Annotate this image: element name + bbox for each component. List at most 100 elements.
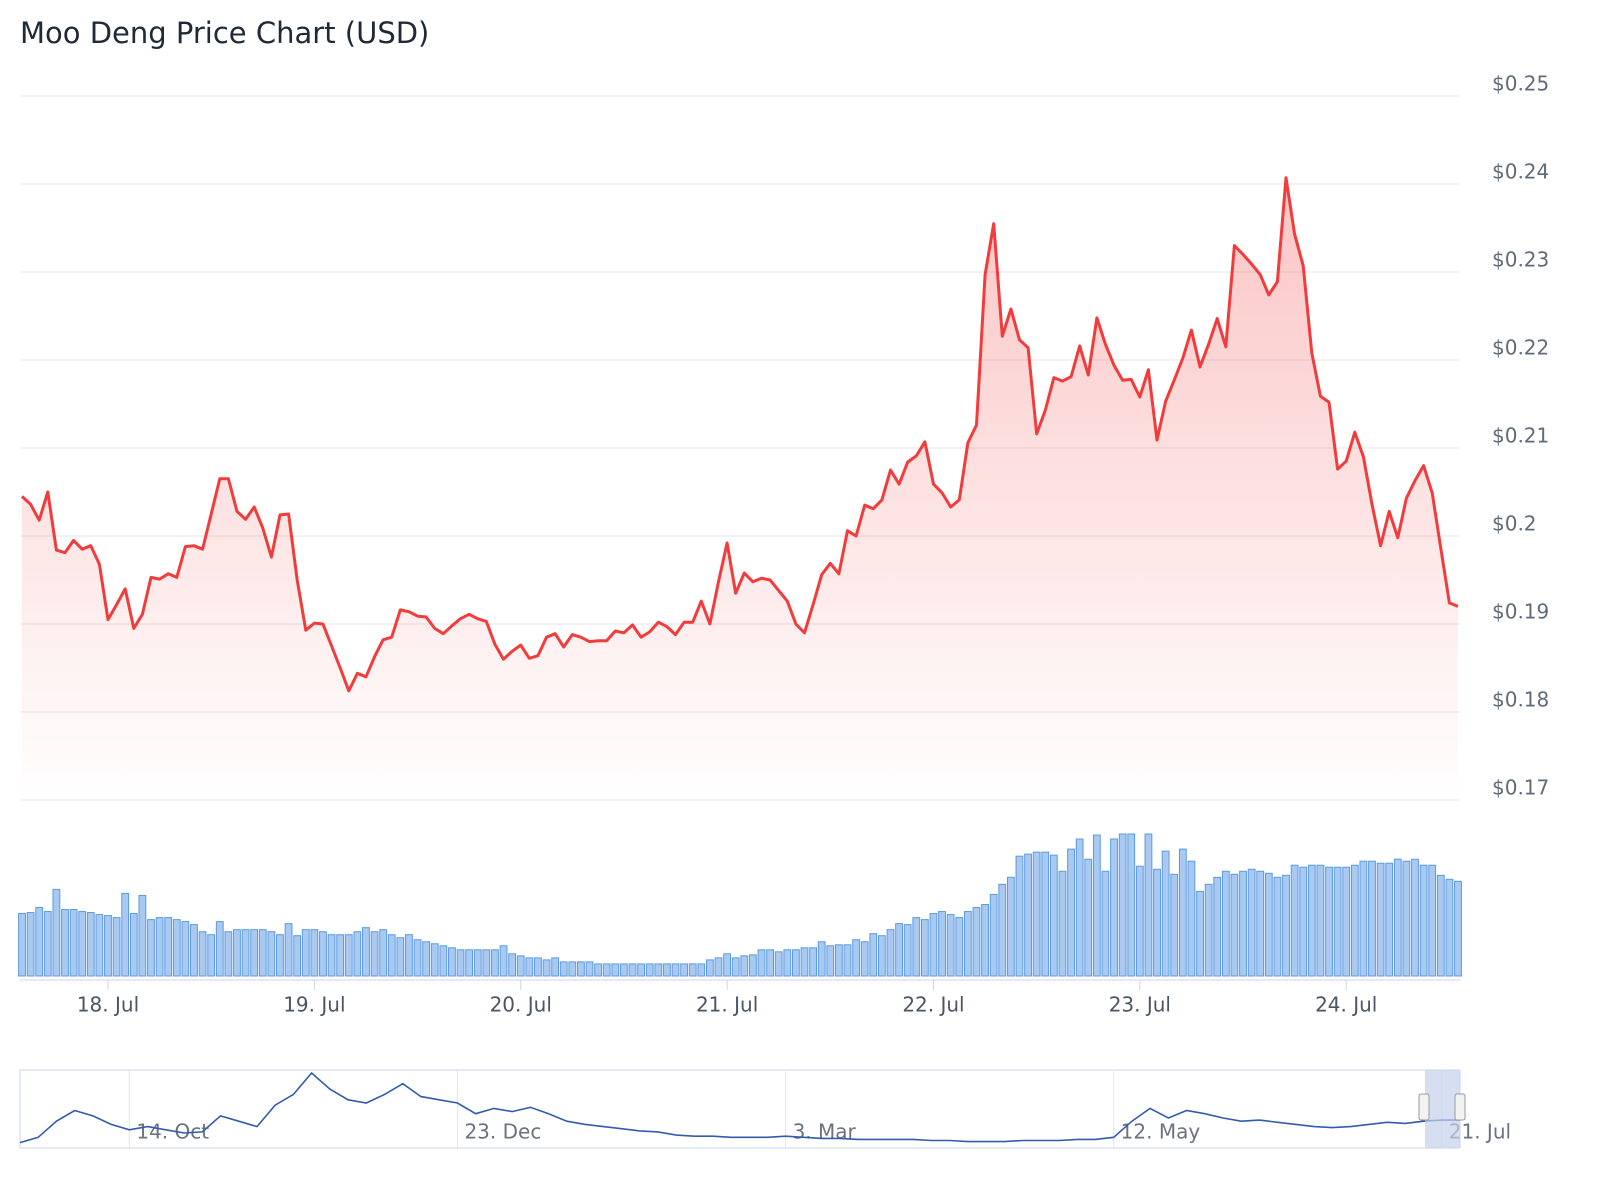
volume-bar [181, 921, 190, 977]
volume-bar [1385, 862, 1394, 977]
volume-bar [1144, 833, 1153, 977]
y-tick-label: $0.18 [1492, 688, 1549, 712]
volume-bar [645, 963, 654, 977]
volume-bar [43, 911, 52, 977]
volume-bar [190, 924, 198, 977]
volume-bar [989, 893, 998, 977]
volume-bar [714, 957, 723, 977]
volume-bar [1273, 876, 1282, 977]
volume-bar [706, 959, 714, 977]
volume-bar [112, 917, 121, 977]
volume-bar [843, 944, 852, 977]
volume-bar [310, 929, 319, 977]
navigator-selection[interactable] [1425, 1070, 1460, 1148]
volume-bar [1221, 870, 1230, 977]
volume-bar [1290, 864, 1299, 977]
volume-bar [387, 934, 396, 977]
volume-bar [981, 903, 989, 977]
y-tick-label: $0.24 [1492, 160, 1549, 184]
volume-bar [1333, 866, 1342, 977]
volume-bar [757, 949, 766, 977]
volume-bar [1006, 876, 1015, 977]
volume-bar [740, 955, 749, 977]
volume-bar [207, 934, 216, 977]
volume-bar [1101, 870, 1110, 977]
volume-bar [895, 923, 903, 977]
volume-bar [215, 921, 224, 977]
volume-bar [697, 963, 706, 977]
volume-bar [104, 915, 112, 977]
volume-bar [198, 931, 207, 977]
volume-bar [912, 917, 921, 977]
volume-bar [35, 907, 44, 977]
volume-bar [963, 911, 972, 977]
volume-bar [955, 917, 964, 977]
volume-bar [834, 944, 843, 977]
volume-bar [1419, 864, 1428, 977]
volume-bar [1247, 868, 1256, 977]
volume-bar [748, 954, 757, 977]
volume-bar [1264, 872, 1273, 977]
volume-bar [164, 917, 173, 977]
volume-bar [26, 912, 35, 977]
volume-bar [791, 949, 800, 977]
navigator-handle[interactable] [1418, 1093, 1430, 1121]
volume-bar [353, 931, 362, 977]
volume-bar [293, 935, 302, 977]
volume-bar [774, 951, 783, 977]
volume-bar [525, 957, 534, 977]
volume-bar [448, 947, 456, 977]
volume-bar [585, 961, 594, 977]
volume-bar [920, 919, 929, 977]
volume-bar [1213, 876, 1222, 977]
volume-bar [766, 949, 774, 977]
x-tick-label: 20. Jul [490, 993, 552, 1017]
volume-bar [783, 949, 792, 977]
volume-bar [405, 934, 413, 977]
volume-bar [233, 929, 241, 977]
volume-bar [1376, 862, 1385, 977]
volume-bar [224, 931, 233, 977]
volume-bar [301, 929, 310, 977]
navigator-handle[interactable] [1454, 1093, 1466, 1121]
volume-bar [903, 924, 912, 977]
chart-title: Moo Deng Price Chart (USD) [20, 16, 429, 50]
volume-bar [1230, 873, 1239, 977]
volume-bar [1411, 858, 1419, 977]
volume-bar [284, 923, 293, 977]
volume-bar [52, 888, 61, 977]
volume-bar [938, 911, 946, 977]
navigator-line [19, 1071, 1460, 1144]
price-line [20, 176, 1459, 693]
volume-bar [1402, 860, 1411, 977]
volume-bar [95, 914, 104, 977]
volume-bar [241, 929, 250, 977]
volume-bar [1041, 851, 1050, 977]
volume-bar [1049, 854, 1058, 977]
y-tick-label: $0.17 [1492, 776, 1549, 800]
volume-bar [439, 945, 448, 977]
navigator-tick-label: 23. Dec [464, 1120, 541, 1144]
volume-bar [78, 911, 87, 977]
volume-bar [155, 917, 164, 977]
volume-bar [620, 963, 628, 977]
volume-bar [1110, 838, 1118, 977]
volume-bar [886, 929, 895, 977]
volume-bar [534, 957, 542, 977]
volume-bar [465, 949, 474, 977]
volume-bar [551, 957, 560, 977]
volume-bar [1127, 833, 1136, 977]
volume-bar [1342, 866, 1351, 977]
volume-bar [1153, 868, 1161, 977]
volume-bar [688, 963, 697, 977]
volume-bar [129, 913, 138, 977]
volume-bar [422, 941, 431, 977]
y-tick-label: $0.22 [1492, 336, 1549, 360]
volume-bar [568, 961, 577, 977]
volume-bar [731, 957, 740, 977]
volume-bar [336, 934, 345, 977]
volume-bar [542, 959, 551, 977]
volume-bar [1436, 874, 1445, 977]
volume-bar [1299, 866, 1308, 977]
